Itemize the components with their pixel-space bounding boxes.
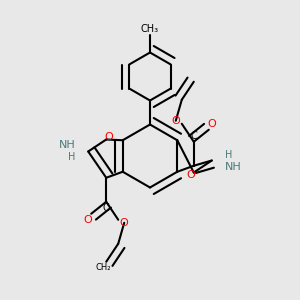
Text: O: O (186, 170, 195, 181)
Text: H: H (68, 152, 75, 163)
Text: CH₃: CH₃ (141, 23, 159, 34)
Text: NH: NH (59, 140, 76, 151)
Text: O: O (84, 215, 93, 225)
Text: O: O (120, 218, 129, 228)
Text: C: C (190, 131, 197, 141)
Text: C: C (103, 203, 110, 213)
Text: NH: NH (224, 161, 241, 172)
Text: H: H (225, 149, 232, 160)
Text: CH₂: CH₂ (95, 263, 111, 272)
Text: O: O (105, 131, 114, 142)
Text: O: O (171, 116, 180, 126)
Text: O: O (207, 119, 216, 129)
